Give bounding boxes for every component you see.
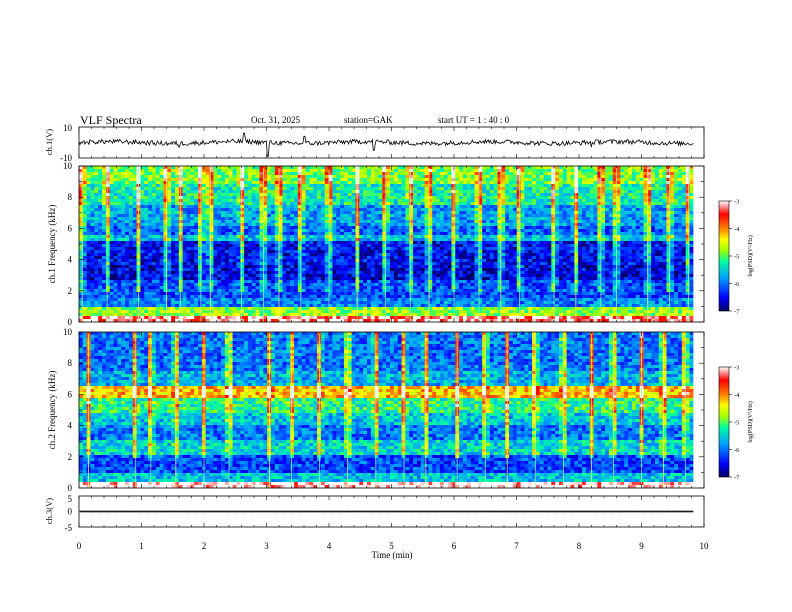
ch2-colorbar: log(PSD)(V²/Hz) xyxy=(718,366,754,478)
x-tick-label: 1 xyxy=(139,541,144,551)
ch3-ytick-label: 5 xyxy=(68,494,73,504)
x-tick-label: 2 xyxy=(202,541,207,551)
x-tick-label: 5 xyxy=(389,541,394,551)
ch1-colorbar: log(PSD)(V²/Hz) xyxy=(718,200,754,312)
freq-tick-label: 6 xyxy=(68,389,73,399)
colorbar-tick-label: -4 xyxy=(734,392,740,399)
ch3-ylabel: ch.3(V) xyxy=(44,498,54,524)
freq-tick-label: 8 xyxy=(68,192,73,202)
x-tick-label: 3 xyxy=(264,541,269,551)
x-tick-label: 4 xyxy=(327,541,332,551)
colorbar-tick-label: -3 xyxy=(734,365,739,372)
date-label: Oct. 31, 2025 xyxy=(251,115,300,125)
x-tick-label: 6 xyxy=(452,541,457,551)
ch2-spec-ylabel: ch.2 Frequency (kHz) xyxy=(47,371,57,450)
ch1-waveform-panel xyxy=(78,126,705,159)
ch3-waveform-line xyxy=(79,510,694,513)
freq-tick-label: 4 xyxy=(68,421,73,431)
ch1-ytick-label: 10 xyxy=(63,123,73,133)
ch1-spectrogram-image xyxy=(79,166,704,323)
ch2-spectrogram-panel xyxy=(78,331,705,489)
ch1-colorbar-label: log(PSD)(V²/Hz) xyxy=(747,235,754,276)
colorbar-tick-label: -5 xyxy=(734,420,739,427)
ch1-ylabel: ch.1(V) xyxy=(44,129,54,155)
colorbar-tick-label: -7 xyxy=(734,475,740,482)
freq-tick-label: 10 xyxy=(63,161,73,171)
ch1-spectrogram-panel xyxy=(78,165,705,323)
colorbar-tick-label: -4 xyxy=(734,226,740,233)
freq-tick-label: 8 xyxy=(68,358,73,368)
x-tick-label: 9 xyxy=(639,541,644,551)
freq-tick-label: 0 xyxy=(68,483,73,493)
freq-tick-label: 0 xyxy=(68,317,73,327)
colorbar-tick-label: -7 xyxy=(734,309,740,316)
ch3-ytick-label: -5 xyxy=(65,523,73,533)
x-axis-title: Time (min) xyxy=(372,550,413,560)
freq-tick-label: 10 xyxy=(63,327,73,337)
x-tick-label: 7 xyxy=(514,541,519,551)
freq-tick-label: 4 xyxy=(68,255,73,265)
ch3-waveform-panel xyxy=(78,495,705,528)
station-label: station=GAK xyxy=(344,115,393,125)
ch2-colorbar-label: log(PSD)(V²/Hz) xyxy=(747,401,754,442)
ch1-waveform-line xyxy=(78,132,694,157)
freq-tick-label: 6 xyxy=(68,223,73,233)
x-tick-label: 8 xyxy=(577,541,582,551)
colorbar-tick-label: -5 xyxy=(734,254,739,261)
freq-tick-label: 2 xyxy=(68,452,73,462)
ch2-spectrogram-image xyxy=(79,332,704,489)
ch1-ytick-label: -10 xyxy=(60,153,72,163)
x-tick-label: 10 xyxy=(700,541,710,551)
ch3-ytick-label: 0 xyxy=(68,507,73,517)
figure-title: VLF Spectra xyxy=(80,113,142,127)
start-ut-label: start UT = 1 : 40 : 0 xyxy=(438,115,510,125)
freq-tick-label: 2 xyxy=(68,286,73,296)
ch1-spec-ylabel: ch.1 Frequency (kHz) xyxy=(47,205,57,284)
colorbar-tick-label: -3 xyxy=(734,199,739,206)
x-tick-label: 0 xyxy=(77,541,82,551)
colorbar-tick-label: -6 xyxy=(734,281,740,288)
colorbar-tick-label: -6 xyxy=(734,447,740,454)
axis-ticks: 0 1 2 3 4 5 6 7 8 9 1010-100246810024681050-5-3-4-… xyxy=(60,123,740,551)
